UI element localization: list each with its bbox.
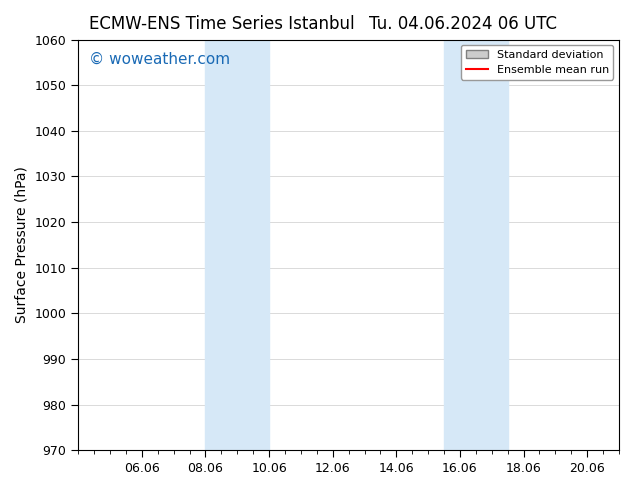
Text: © woweather.com: © woweather.com <box>89 52 230 67</box>
Text: Tu. 04.06.2024 06 UTC: Tu. 04.06.2024 06 UTC <box>369 15 557 33</box>
Bar <box>444 40 508 450</box>
Y-axis label: Surface Pressure (hPa): Surface Pressure (hPa) <box>15 167 29 323</box>
Bar <box>205 40 269 450</box>
Text: ECMW-ENS Time Series Istanbul: ECMW-ENS Time Series Istanbul <box>89 15 354 33</box>
Legend: Standard deviation, Ensemble mean run: Standard deviation, Ensemble mean run <box>461 45 614 79</box>
